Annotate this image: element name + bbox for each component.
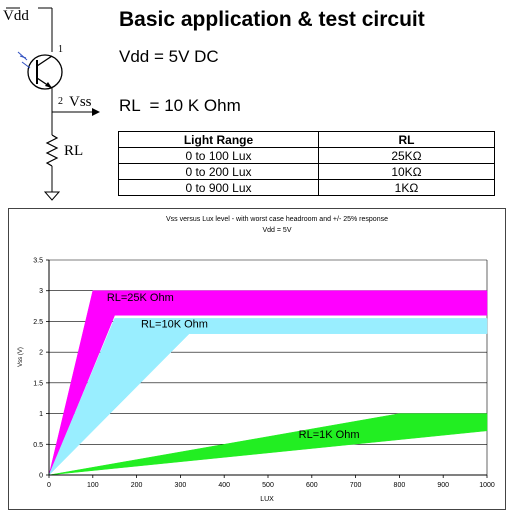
chart-subtitle: Vdd = 5V [263,227,292,234]
table-header-row: Light Range RL [118,131,495,148]
pin-2-label: 2 [58,96,63,107]
table-header-rl: RL [318,131,495,148]
x-tick-label: 200 [131,482,143,489]
light-arrows-icon [17,51,31,69]
chart-bands [48,290,488,476]
schematic-vdd-label: Vdd [3,8,29,24]
emitter-arrow-icon [45,82,52,88]
pin-1-label: 1 [58,44,63,55]
table-row: 0 to 200 Lux 10KΩ [118,163,495,180]
vss-lux-chart: Vss versus Lux level - with worst case h… [18,216,495,503]
series-band [48,413,488,476]
x-tick-labels: 0 100 200 300 400 500 600 700 800 900 1000 [47,475,495,489]
vss-arrow-icon [92,108,100,116]
series-label: RL=1K Ohm [299,429,360,441]
ground-icon [43,191,61,201]
chart-title: Vss versus Lux level - with worst case h… [166,216,388,223]
resistor-icon [45,134,59,167]
vdd-spec: Vdd = 5V DC [119,47,219,66]
table-header-light-range: Light Range [118,131,319,148]
y-tick-label: 1.5 [33,380,43,387]
table-row: 0 to 100 Lux 25KΩ [118,147,495,164]
rl-spec: RL = 10 K Ohm [119,96,241,115]
series-band [48,290,488,476]
schematic-vss-label: Vss [69,94,92,110]
x-tick-label: 600 [306,482,318,489]
y-tick-label: 0 [39,473,43,480]
circuit-schematic: Vdd 1 2 Vss RL [3,7,100,201]
y-tick-label: 2.5 [33,319,43,326]
schematic-rl-label: RL [64,143,83,159]
x-tick-label: 300 [175,482,187,489]
table-cell-range: 0 to 200 Lux [118,163,319,180]
y-tick-label: 3 [39,288,43,295]
light-range-table: Light Range RL 0 to 100 Lux 25KΩ 0 to 20… [118,131,495,196]
x-tick-label: 900 [437,482,449,489]
chart-panel: Vss versus Lux level - with worst case h… [8,208,506,510]
table-cell-rl: 1KΩ [318,179,495,196]
x-tick-label: 400 [218,482,230,489]
table-cell-range: 0 to 900 Lux [118,179,319,196]
series-labels: RL=25K Ohm RL=10K Ohm RL=1K Ohm [107,292,360,441]
y-axis-label: Vss (V) [18,347,24,367]
y-tick-labels: 0 0.5 1 1.5 2 2.5 3 3.5 [33,258,49,480]
y-tick-label: 0.5 [33,442,43,449]
table-row: 0 to 900 Lux 1KΩ [118,179,495,196]
x-axis-label: LUX [260,496,274,503]
x-tick-label: 800 [394,482,406,489]
x-tick-label: 1000 [479,482,495,489]
table-cell-rl: 10KΩ [318,163,495,180]
series-label: RL=10K Ohm [141,319,208,331]
x-tick-label: 500 [262,482,274,489]
table-cell-rl: 25KΩ [318,147,495,164]
series-band [48,318,488,476]
y-tick-label: 1 [39,411,43,418]
x-tick-label: 100 [87,482,99,489]
x-tick-label: 700 [350,482,362,489]
series-label: RL=25K Ohm [107,292,174,304]
transistor-collector [36,55,53,67]
phototransistor-body [27,54,63,90]
y-tick-label: 2 [39,350,43,357]
x-tick-label: 0 [47,482,51,489]
page-title: Basic application & test circuit [119,8,425,31]
y-tick-label: 3.5 [33,258,43,265]
table-cell-range: 0 to 100 Lux [118,147,319,164]
